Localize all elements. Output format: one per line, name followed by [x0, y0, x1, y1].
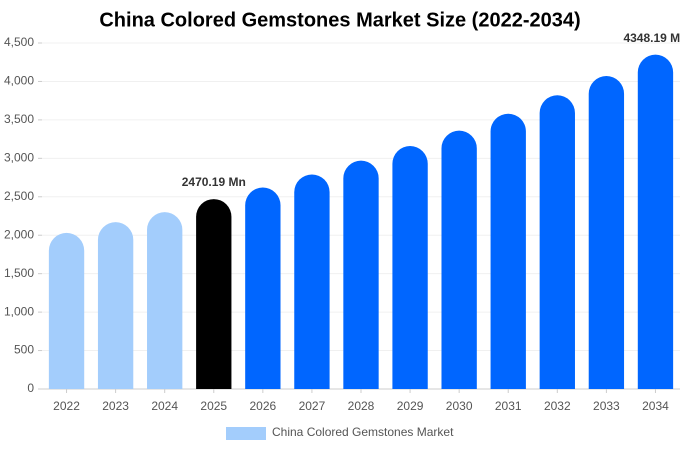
x-tick-label: 2030 [446, 399, 473, 413]
bar [147, 212, 183, 389]
y-tick-label: 4,500 [4, 35, 34, 49]
x-tick-label: 2023 [102, 399, 129, 413]
bar [48, 232, 85, 389]
x-tick-label: 2027 [299, 399, 326, 413]
bar [245, 187, 281, 389]
x-tick-label: 2026 [249, 399, 276, 413]
y-tick-label: 2,500 [4, 189, 34, 203]
y-tick-label: 3,000 [4, 151, 34, 165]
bar [490, 113, 526, 389]
legend-label: China Colored Gemstones Market [272, 425, 454, 439]
x-tick-label: 2031 [495, 399, 522, 413]
x-tick-label: 2028 [348, 399, 375, 413]
x-tick-label: 2029 [397, 399, 424, 413]
bar [637, 54, 674, 389]
legend-swatch [226, 427, 266, 440]
bar [588, 76, 625, 389]
data-label: 4348.19 Mn [623, 31, 680, 45]
y-tick-label: 1,500 [4, 266, 34, 280]
x-tick-label: 2022 [53, 399, 80, 413]
y-tick-label: 2,000 [4, 227, 34, 241]
bar [97, 222, 134, 389]
bar [539, 95, 575, 390]
x-tick-label: 2025 [200, 399, 227, 413]
y-tick-label: 1,000 [4, 304, 34, 318]
x-tick-label: 2033 [593, 399, 620, 413]
x-tick-label: 2034 [642, 399, 669, 413]
y-tick-label: 500 [14, 343, 34, 357]
y-tick-label: 0 [27, 381, 34, 395]
y-tick-label: 3,500 [4, 112, 34, 126]
bar [196, 199, 232, 389]
x-tick-label: 2032 [544, 399, 571, 413]
bar [441, 130, 477, 390]
x-tick-label: 2024 [151, 399, 178, 413]
chart-title: China Colored Gemstones Market Size (202… [99, 9, 580, 31]
y-tick-label: 4,000 [4, 74, 34, 88]
bar [294, 174, 330, 389]
bar [343, 160, 379, 389]
bar [392, 146, 428, 389]
data-label: 2470.19 Mn [182, 175, 246, 189]
